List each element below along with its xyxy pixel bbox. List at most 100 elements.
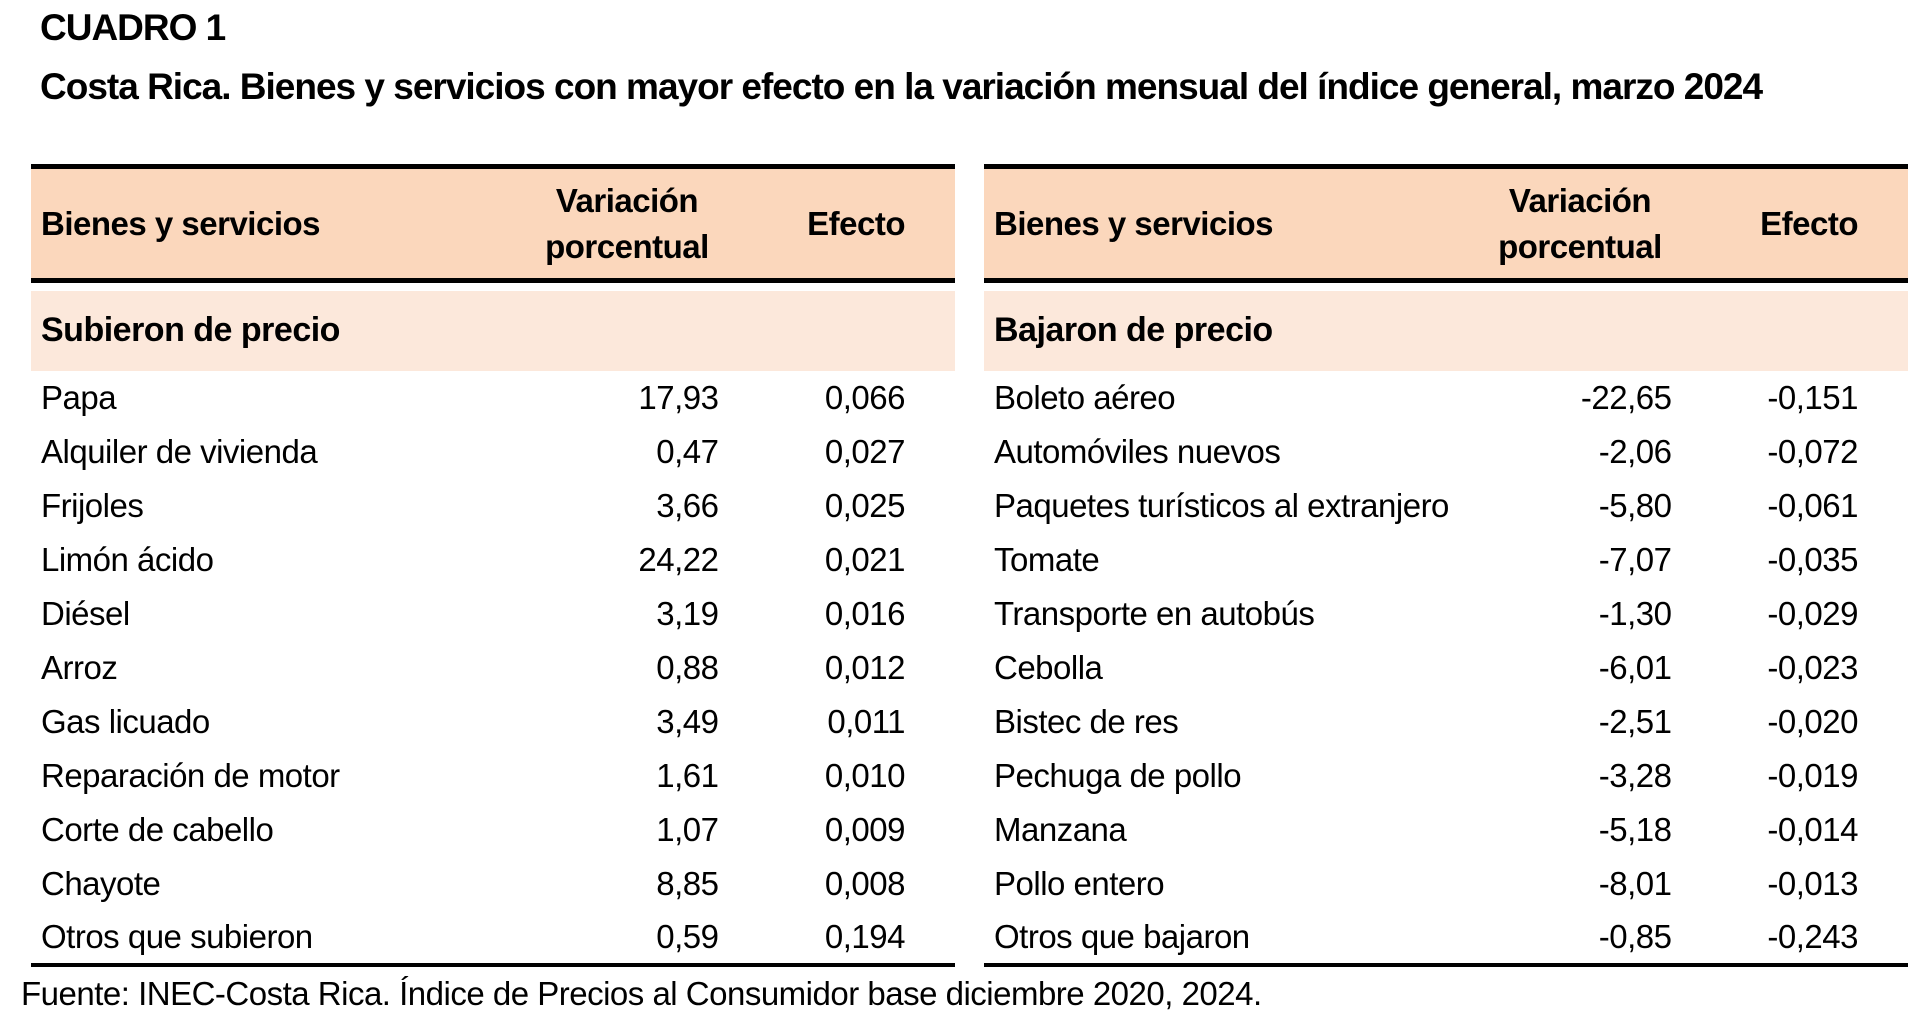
item-name-cell: Reparación de motor [41,756,340,794]
tables-container: Bienes y servicios Variación porcentual … [31,164,1920,967]
column-header-variation-line1: Variación [1508,181,1652,219]
variation-value-cell: 24,22 [638,540,719,578]
effect-value-cell: 0,021 [824,540,906,578]
item-name-cell: Arroz [41,648,118,686]
column-header-variation-line2: porcentual [1498,227,1662,265]
table-row: Automóviles nuevos -2,06 -0,072 [984,425,1908,479]
table-row: Gas licuado 3,49 0,011 [31,695,955,749]
item-name-cell: Pechuga de pollo [994,756,1242,794]
column-header-items: Bienes y servicios [994,204,1274,242]
variation-value-cell: 1,07 [656,810,719,848]
effect-value-cell: 0,066 [824,378,906,416]
header-spacer [31,280,955,291]
source-note: Fuente: INEC-Costa Rica. Índice de Preci… [21,974,1262,1012]
table-row: Reparación de motor 1,61 0,010 [31,749,955,803]
column-header-variation-line1: Variación [555,181,699,219]
section-header-row: Bajaron de precio [984,290,1908,371]
variation-value-cell: -2,06 [1598,432,1672,470]
variation-value-cell: 3,19 [656,594,719,632]
table-row: Alquiler de vivienda 0,47 0,027 [31,425,955,479]
table-decreased-prices: Bienes y servicios Variación porcentual … [984,164,1908,967]
table-row: Pechuga de pollo -3,28 -0,019 [984,749,1908,803]
column-header-variation: Variación porcentual [1464,167,1695,281]
variation-value-cell: 1,61 [656,756,719,794]
column-header-items: Bienes y servicios [41,204,321,242]
variation-value-cell: 0,47 [656,432,719,470]
effect-value-cell: -0,243 [1767,917,1858,955]
item-name-cell: Manzana [994,810,1127,848]
item-name-cell: Limón ácido [41,540,214,578]
effect-value-cell: 0,009 [824,810,906,848]
variation-value-cell: 8,85 [656,864,719,902]
item-name-cell: Corte de cabello [41,810,274,848]
variation-value-cell: -8,01 [1598,864,1672,902]
variation-value-cell: -7,07 [1598,540,1672,578]
effect-value-cell: 0,027 [824,432,906,470]
table-row: Otros que bajaron -0,85 -0,243 [984,911,1908,965]
effect-value-cell: 0,011 [827,702,905,740]
effect-value-cell: -0,019 [1767,756,1858,794]
variation-value-cell: -0,85 [1598,917,1672,955]
table-row: Paquetes turísticos al extranjero -5,80 … [984,479,1908,533]
item-name-cell: Alquiler de vivienda [41,432,318,470]
table-row: Papa 17,93 0,066 [31,371,955,425]
table-header-row: Bienes y servicios Variación porcentual … [31,166,955,281]
item-name-cell: Boleto aéreo [994,378,1176,416]
table-row: Transporte en autobús -1,30 -0,029 [984,587,1908,641]
table-row: Tomate -7,07 -0,035 [984,533,1908,587]
effect-value-cell: -0,035 [1767,540,1858,578]
effect-value-cell: -0,013 [1767,864,1858,902]
item-name-cell: Otros que subieron [41,917,313,955]
effect-value-cell: -0,020 [1767,702,1858,740]
variation-value-cell: -6,01 [1598,648,1672,686]
variation-value-cell: -1,30 [1598,594,1672,632]
table-increased-prices: Bienes y servicios Variación porcentual … [31,164,955,967]
column-header-variation-line2: porcentual [545,227,709,265]
variation-value-cell: -2,51 [1598,702,1672,740]
item-name-cell: Tomate [994,540,1100,578]
variation-value-cell: -22,65 [1580,378,1672,416]
column-header-effect: Efecto [1760,204,1858,242]
table-row: Arroz 0,88 0,012 [31,641,955,695]
variation-value-cell: -3,28 [1598,756,1672,794]
item-name-cell: Automóviles nuevos [994,432,1281,470]
effect-value-cell: 0,025 [824,486,906,524]
effect-value-cell: -0,151 [1767,378,1858,416]
table-row: Frijoles 3,66 0,025 [31,479,955,533]
effect-value-cell: -0,072 [1767,432,1858,470]
table-row: Manzana -5,18 -0,014 [984,803,1908,857]
variation-value-cell: 3,66 [656,486,719,524]
column-header-variation: Variación porcentual [511,167,742,281]
table-row: Chayote 8,85 0,008 [31,857,955,911]
item-name-cell: Papa [41,378,117,416]
item-name-cell: Transporte en autobús [994,594,1315,632]
effect-value-cell: -0,061 [1767,486,1858,524]
item-name-cell: Paquetes turísticos al extranjero [994,486,1449,524]
table-row: Otros que subieron 0,59 0,194 [31,911,955,965]
header-spacer [984,280,1908,291]
section-header-row: Subieron de precio [31,290,955,371]
variation-value-cell: -5,80 [1598,486,1672,524]
item-name-cell: Otros que bajaron [994,917,1250,955]
table-header-row: Bienes y servicios Variación porcentual … [984,166,1908,281]
effect-value-cell: -0,029 [1767,594,1858,632]
effect-value-cell: 0,008 [824,864,906,902]
table-row: Corte de cabello 1,07 0,009 [31,803,955,857]
item-name-cell: Gas licuado [41,702,210,740]
item-name-cell: Bistec de res [994,702,1179,740]
effect-value-cell: -0,023 [1767,648,1858,686]
effect-value-cell: 0,016 [824,594,906,632]
table-row: Boleto aéreo -22,65 -0,151 [984,371,1908,425]
item-name-cell: Frijoles [41,486,144,524]
item-name-cell: Chayote [41,864,161,902]
table-number-label: CUADRO 1 [40,7,226,48]
variation-value-cell: 3,49 [656,702,719,740]
page-title: Costa Rica. Bienes y servicios con mayor… [40,66,1763,107]
item-name-cell: Diésel [41,594,130,632]
variation-value-cell: 0,88 [656,648,719,686]
variation-value-cell: -5,18 [1598,810,1672,848]
table-row: Limón ácido 24,22 0,021 [31,533,955,587]
effect-value-cell: 0,012 [824,648,906,686]
effect-value-cell: -0,014 [1767,810,1858,848]
